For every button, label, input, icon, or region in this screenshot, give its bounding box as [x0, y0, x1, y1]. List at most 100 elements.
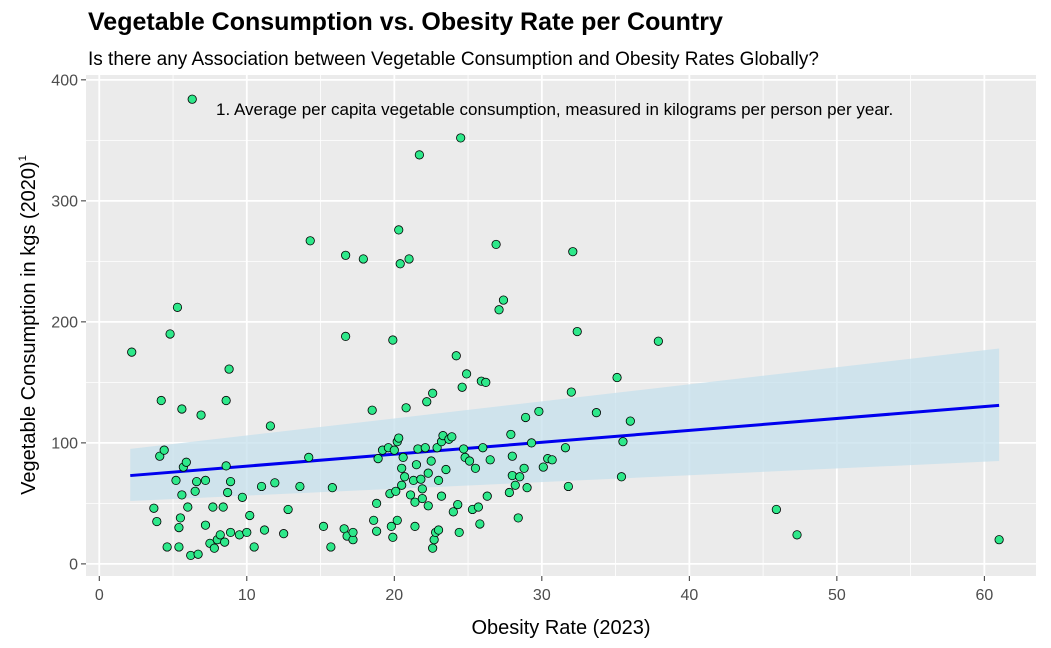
- y-axis-ticks: 0 100 200 300 400: [51, 72, 86, 573]
- data-point: [507, 451, 517, 461]
- chart-subtitle: Is there any Association between Vegetab…: [88, 49, 819, 70]
- data-point: [510, 480, 520, 490]
- data-point: [372, 498, 382, 508]
- data-point: [498, 295, 509, 305]
- data-point: [175, 513, 186, 523]
- data-point: [318, 521, 329, 531]
- data-point: [165, 329, 175, 339]
- x-tick-label: 50: [828, 587, 846, 604]
- data-point: [171, 475, 181, 485]
- data-point: [447, 432, 457, 442]
- data-point: [417, 493, 427, 504]
- data-point: [196, 410, 206, 420]
- data-point: [224, 364, 234, 374]
- data-point: [245, 510, 255, 521]
- y-tick-label: 200: [51, 314, 78, 331]
- data-point: [348, 527, 358, 538]
- data-point: [221, 395, 231, 406]
- data-point: [392, 515, 402, 525]
- data-point: [459, 444, 469, 454]
- data-point: [200, 520, 211, 530]
- data-point: [485, 455, 495, 465]
- data-point: [416, 474, 426, 484]
- data-point: [504, 487, 514, 498]
- data-point: [341, 250, 351, 260]
- y-tick-label: 0: [69, 556, 78, 573]
- x-tick-label: 10: [238, 587, 256, 604]
- data-point: [653, 336, 663, 346]
- data-point: [400, 472, 410, 482]
- data-point: [256, 481, 267, 492]
- data-point: [618, 437, 628, 447]
- data-point: [237, 492, 247, 502]
- plot-panel: [86, 75, 1036, 576]
- data-point: [473, 502, 483, 512]
- data-point: [519, 463, 529, 473]
- data-point: [538, 462, 548, 472]
- data-point: [568, 247, 578, 257]
- data-point: [520, 412, 531, 423]
- x-tick-label: 60: [975, 587, 993, 604]
- data-point: [209, 543, 219, 553]
- data-point: [190, 486, 200, 496]
- data-point: [433, 475, 444, 485]
- data-point: [279, 529, 289, 539]
- data-point: [220, 537, 230, 547]
- data-point: [397, 463, 407, 473]
- data-point: [221, 461, 231, 471]
- data-point: [417, 484, 427, 494]
- data-point: [482, 491, 492, 501]
- x-tick-label: 0: [95, 587, 104, 604]
- data-point: [453, 500, 463, 510]
- data-point: [372, 526, 382, 536]
- data-point: [327, 483, 337, 493]
- data-point: [183, 502, 193, 512]
- data-point: [426, 456, 436, 466]
- data-point: [208, 502, 218, 512]
- data-point: [389, 445, 399, 455]
- data-point: [441, 464, 451, 475]
- data-point: [566, 387, 576, 397]
- data-point: [149, 503, 159, 513]
- data-point: [388, 532, 398, 542]
- data-point: [423, 468, 433, 478]
- data-point: [522, 483, 532, 493]
- confidence-band: [130, 348, 1000, 501]
- data-point: [369, 515, 379, 525]
- data-point: [395, 259, 405, 269]
- data-point: [994, 535, 1004, 545]
- data-point: [283, 504, 293, 515]
- data-point: [506, 429, 516, 440]
- y-axis-title: Vegetable Consumption in kgs (2020)1: [17, 155, 40, 495]
- data-point: [481, 377, 491, 387]
- data-point: [428, 543, 438, 553]
- data-point: [265, 421, 275, 431]
- data-point: [612, 372, 622, 383]
- data-point: [547, 455, 557, 465]
- data-point: [326, 542, 336, 552]
- data-point: [478, 443, 488, 453]
- data-point: [373, 454, 383, 464]
- data-point: [414, 150, 424, 160]
- data-point: [223, 487, 233, 498]
- data-point: [513, 513, 523, 523]
- data-point: [386, 521, 396, 531]
- data-point: [491, 239, 501, 250]
- y-tick-label: 300: [51, 193, 78, 210]
- data-point: [391, 486, 401, 496]
- data-point: [394, 225, 404, 235]
- data-point: [560, 443, 571, 453]
- minor-gridlines: [86, 75, 1036, 576]
- y-axis-title-text: Vegetable Consumption in kgs (2020): [18, 161, 40, 495]
- data-point: [172, 302, 183, 312]
- data-point: [200, 475, 211, 485]
- data-point: [156, 395, 166, 406]
- data-point: [305, 236, 315, 246]
- data-point: [398, 452, 408, 463]
- x-tick-label: 40: [680, 587, 698, 604]
- data-point: [457, 382, 467, 392]
- data-point: [625, 416, 635, 426]
- x-tick-label: 30: [533, 587, 551, 604]
- data-point: [616, 472, 627, 482]
- data-point: [420, 443, 430, 453]
